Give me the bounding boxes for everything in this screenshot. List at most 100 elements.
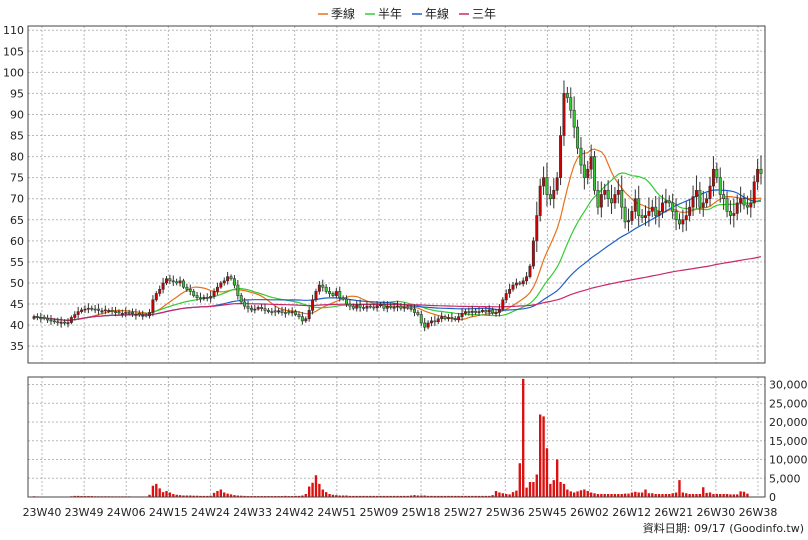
volume-bar-34 [148, 494, 151, 497]
candle-body-43 [178, 280, 182, 284]
candle-body-185 [660, 202, 664, 212]
candle-body-140 [508, 288, 512, 294]
candle-body-149 [538, 185, 542, 216]
volume-bar-39 [165, 491, 168, 497]
volume-bar-46 [189, 495, 192, 497]
candle-body-213 [756, 168, 760, 183]
volume-bar-156 [562, 483, 566, 497]
price-tick-0: 35 [10, 340, 24, 353]
volume-bar-186 [664, 494, 668, 497]
candle-body-146 [528, 265, 532, 277]
volume-bar-107 [396, 495, 399, 497]
volume-bar-198 [705, 492, 708, 497]
volume-bar-118 [433, 495, 437, 497]
volume-bar-81 [307, 486, 311, 497]
volume-bar-61 [240, 495, 243, 497]
candle-body-62 [243, 301, 247, 307]
candle-body-108 [399, 305, 403, 309]
candle-body-52 [209, 296, 213, 299]
candle-body-123 [450, 317, 454, 319]
candle-body-51 [205, 296, 209, 299]
volume-bar-12 [73, 495, 76, 497]
candle-body-106 [392, 306, 396, 309]
candle-body-191 [681, 219, 685, 225]
volume-bar-89 [335, 495, 338, 497]
candle-body-75 [287, 311, 291, 314]
candle-body-0 [32, 316, 36, 319]
volume-bar-101 [375, 495, 379, 497]
candle-body-196 [698, 189, 702, 208]
candle-body-118 [433, 320, 437, 323]
volume-bar-78 [297, 495, 301, 497]
volume-bar-114 [420, 495, 423, 497]
candle-body-168 [603, 189, 607, 195]
legend-entry-2: 年線 [425, 6, 449, 21]
volume-bar-58 [229, 494, 233, 497]
candle-body-141 [511, 284, 515, 290]
volume-bar-158 [569, 491, 572, 497]
candle-body-7 [56, 321, 60, 324]
candle-body-93 [348, 303, 352, 307]
volume-bar-94 [352, 495, 355, 497]
x-tick-12: 25W45 [528, 506, 567, 519]
candle-body-58 [229, 276, 233, 280]
volume-bar-178 [637, 492, 640, 497]
price-tick-9: 80 [10, 151, 24, 164]
candle-body-148 [535, 215, 539, 242]
candle-body-34 [148, 312, 151, 317]
candlesticks [32, 80, 763, 332]
candle-body-205 [728, 211, 732, 216]
x-tick-11: 25W36 [486, 506, 525, 519]
candle-body-103 [382, 304, 386, 309]
volume-bar-48 [195, 495, 199, 497]
candle-body-152 [548, 194, 552, 200]
volume-bar-191 [681, 492, 685, 497]
candle-body-160 [576, 126, 580, 149]
volume-bar-51 [206, 495, 209, 497]
volume-bar-174 [623, 493, 627, 497]
candle-body-54 [215, 286, 219, 292]
candle-body-203 [722, 194, 726, 200]
candle-body-27 [124, 312, 128, 314]
candle-body-130 [474, 310, 478, 313]
candle-body-167 [599, 194, 603, 208]
x-tick-3: 24W15 [149, 506, 188, 519]
x-tick-5: 24W33 [233, 506, 272, 519]
candle-body-56 [222, 280, 226, 284]
volume-bar-185 [661, 494, 664, 497]
candle-body-156 [562, 93, 566, 136]
candle-body-11 [69, 317, 73, 323]
candle-body-26 [120, 312, 124, 315]
candle-body-82 [311, 299, 315, 311]
candle-body-50 [202, 296, 206, 299]
volume-bar-179 [640, 492, 644, 497]
volume-bar-131 [477, 495, 481, 497]
volume-bar-207 [736, 494, 739, 497]
candle-body-164 [589, 156, 593, 170]
candle-body-181 [647, 211, 651, 216]
candle-body-25 [117, 311, 121, 314]
candle-body-210 [745, 204, 749, 208]
candle-body-150 [542, 177, 546, 187]
candle-body-88 [331, 293, 335, 296]
candle-body-85 [321, 284, 325, 288]
candle-body-176 [630, 211, 634, 221]
x-tick-4: 24W24 [191, 506, 230, 519]
candle-body-125 [457, 316, 461, 320]
candle-body-59 [232, 278, 236, 286]
volume-bar-119 [437, 495, 440, 497]
candle-body-100 [372, 306, 376, 309]
x-tick-7: 24W51 [317, 506, 356, 519]
volume-bar-38 [161, 492, 165, 497]
candle-body-131 [477, 311, 481, 313]
volume-bar-59 [233, 495, 236, 497]
volume-bar-147 [532, 482, 535, 497]
volume-bar-200 [712, 494, 715, 497]
candle-body-1 [35, 316, 39, 318]
candle-body-28 [127, 312, 131, 314]
candle-body-4 [46, 318, 50, 321]
volume-bar-171 [613, 494, 617, 497]
volume-frame [27, 376, 766, 498]
candle-body-161 [579, 147, 583, 166]
